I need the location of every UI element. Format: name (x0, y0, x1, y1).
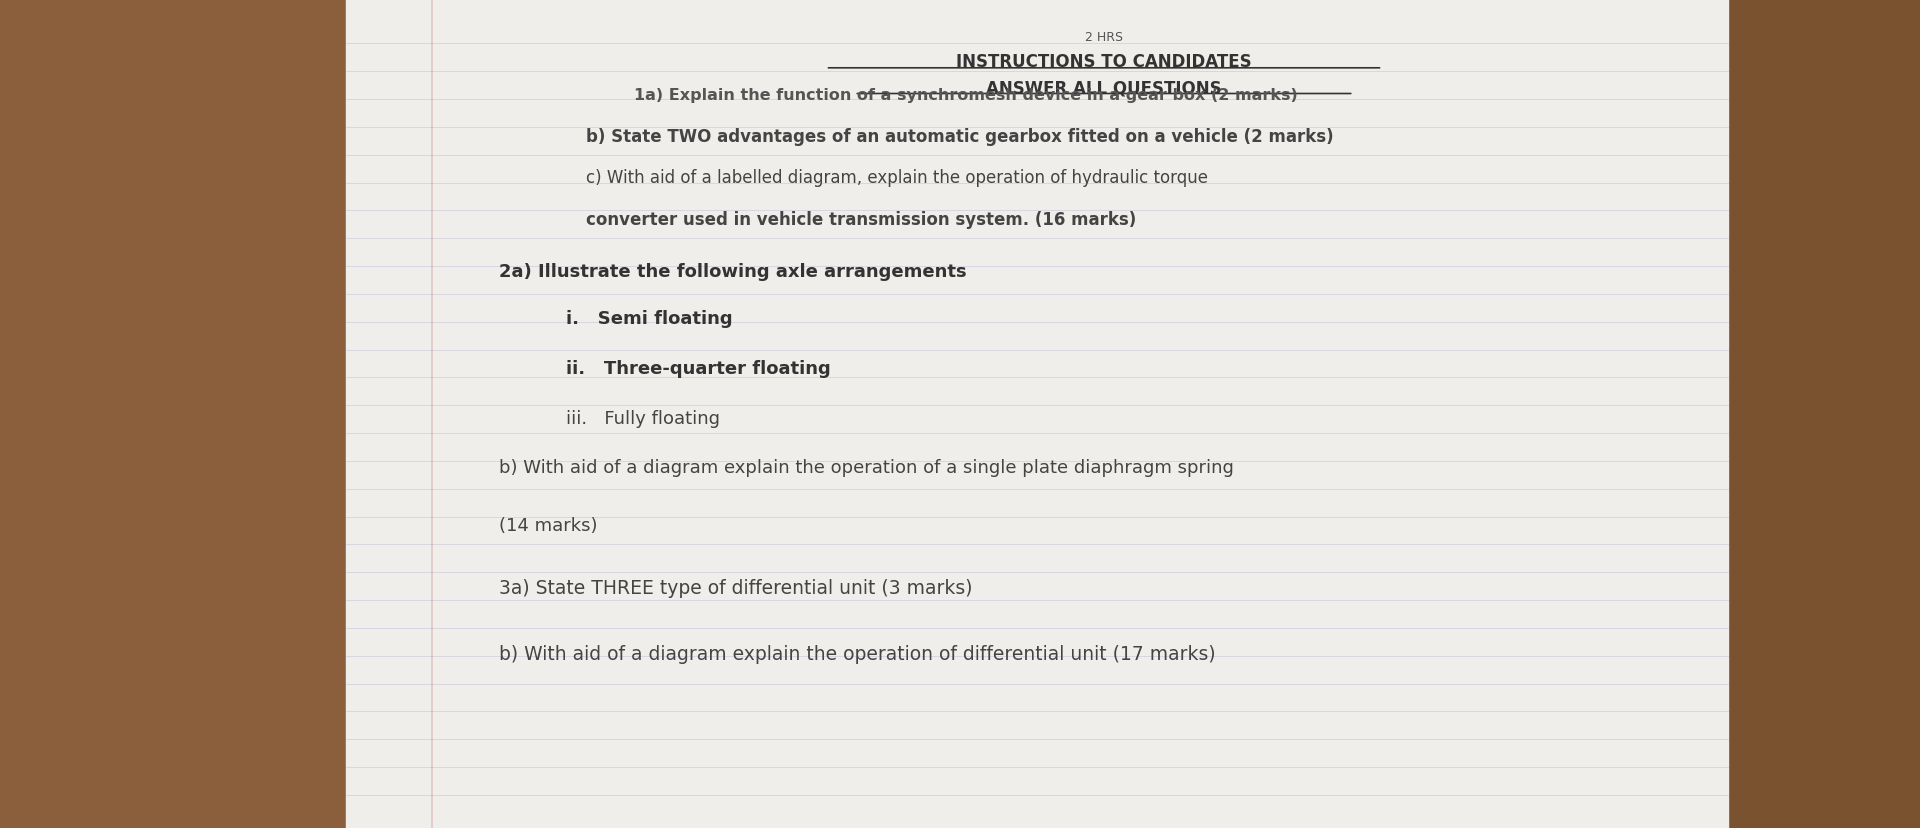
Text: 1a) Explain the function of a synchromesh device in a gear box (2 marks): 1a) Explain the function of a synchromes… (634, 88, 1298, 103)
Text: b) With aid of a diagram explain the operation of differential unit (17 marks): b) With aid of a diagram explain the ope… (499, 645, 1215, 663)
Text: iii.   Fully floating: iii. Fully floating (566, 409, 720, 427)
Text: ii.   Three-quarter floating: ii. Three-quarter floating (566, 359, 831, 378)
Text: b) With aid of a diagram explain the operation of a single plate diaphragm sprin: b) With aid of a diagram explain the ope… (499, 459, 1235, 477)
Text: converter used in vehicle transmission system. (16 marks): converter used in vehicle transmission s… (586, 210, 1137, 229)
Text: 2a) Illustrate the following axle arrangements: 2a) Illustrate the following axle arrang… (499, 262, 968, 281)
Bar (0, 0, 346, 828)
Text: ANSWER ALL QUESTIONS: ANSWER ALL QUESTIONS (987, 79, 1221, 98)
Text: (14 marks): (14 marks) (499, 517, 597, 535)
Text: 2 HRS: 2 HRS (1085, 31, 1123, 44)
Text: 3a) State THREE type of differential unit (3 marks): 3a) State THREE type of differential uni… (499, 579, 973, 597)
Text: INSTRUCTIONS TO CANDIDATES: INSTRUCTIONS TO CANDIDATES (956, 53, 1252, 71)
Bar (1728, 0, 1920, 828)
Text: b) State TWO advantages of an automatic gearbox fitted on a vehicle (2 marks): b) State TWO advantages of an automatic … (586, 128, 1332, 146)
Text: c) With aid of a labelled diagram, explain the operation of hydraulic torque: c) With aid of a labelled diagram, expla… (586, 169, 1208, 187)
Bar (346, 0, 1728, 828)
Text: i.   Semi floating: i. Semi floating (566, 310, 733, 328)
